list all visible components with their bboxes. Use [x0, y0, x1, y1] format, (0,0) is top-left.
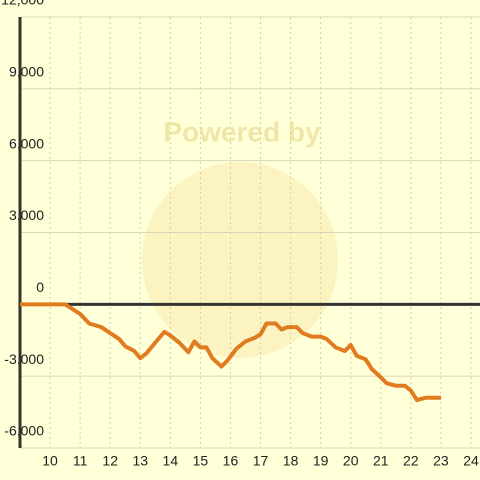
x-tick-label: 15 — [193, 453, 209, 469]
x-tick-label: 16 — [223, 453, 239, 469]
x-tick-label: 10 — [42, 453, 58, 469]
x-tick-label: 20 — [343, 453, 359, 469]
y-tick-label: 3,000 — [9, 207, 44, 223]
x-tick-label: 14 — [163, 453, 179, 469]
watermark: Powered by — [163, 116, 321, 147]
y-tick-label: 0 — [36, 279, 44, 295]
line — [20, 302, 441, 403]
x-tick-label: 18 — [283, 453, 299, 469]
watermark-logo — [142, 162, 338, 358]
x-tick-label: 22 — [403, 453, 419, 469]
y-tick-label: 12,000 — [1, 0, 44, 8]
y-tick-label: -6,000 — [4, 423, 44, 439]
y-tick-label: 6,000 — [9, 135, 44, 151]
x-tick-label: 13 — [132, 453, 148, 469]
y-tick-label: -3,000 — [4, 351, 44, 367]
x-tick-label: 17 — [253, 453, 269, 469]
x-tick-label: 12 — [102, 453, 118, 469]
x-tick-label: 11 — [73, 453, 88, 469]
y-tick-label: 9,000 — [9, 64, 44, 80]
x-tick-label: 21 — [373, 453, 389, 469]
x-tick-label: 23 — [433, 453, 449, 469]
x-tick-label: 19 — [313, 453, 329, 469]
x-tick-label: 24 — [463, 453, 479, 469]
